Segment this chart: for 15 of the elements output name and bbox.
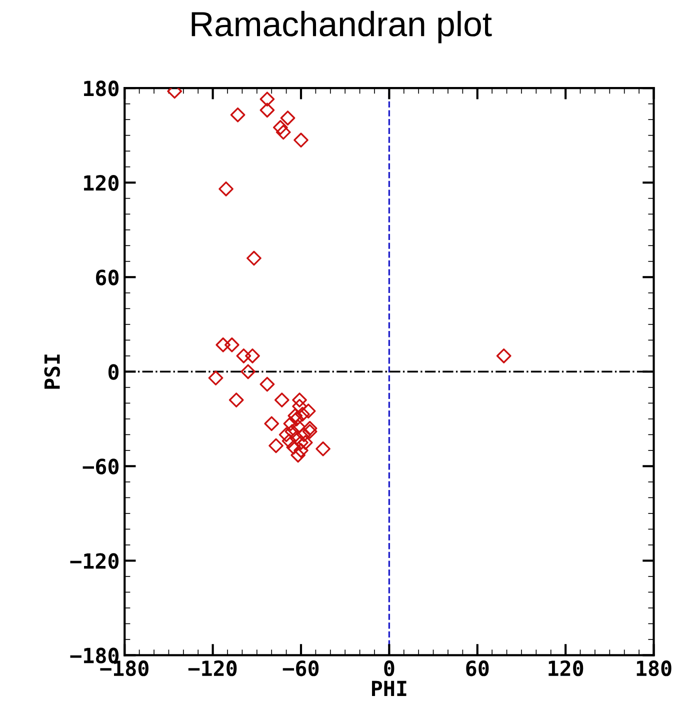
y-tick-label: 120 [84, 175, 119, 191]
y-tick-label: 0 [108, 364, 119, 380]
y-tick-label: 60 [96, 270, 119, 286]
y-tick-label: −120 [70, 553, 119, 569]
x-tick-label: −120 [188, 660, 237, 676]
y-axis-title: PSI [44, 354, 60, 389]
y-tick-label: −60 [82, 458, 119, 474]
x-tick-label: −60 [282, 660, 319, 676]
x-tick-label: 180 [636, 660, 672, 676]
x-tick-label: 0 [384, 660, 394, 676]
x-tick-label: 60 [466, 660, 489, 676]
x-axis-title: PHI [372, 680, 406, 696]
chart-title: Ramachandran plot [192, 10, 492, 44]
x-tick-label: 120 [548, 660, 584, 676]
y-tick-label: 180 [84, 80, 119, 96]
